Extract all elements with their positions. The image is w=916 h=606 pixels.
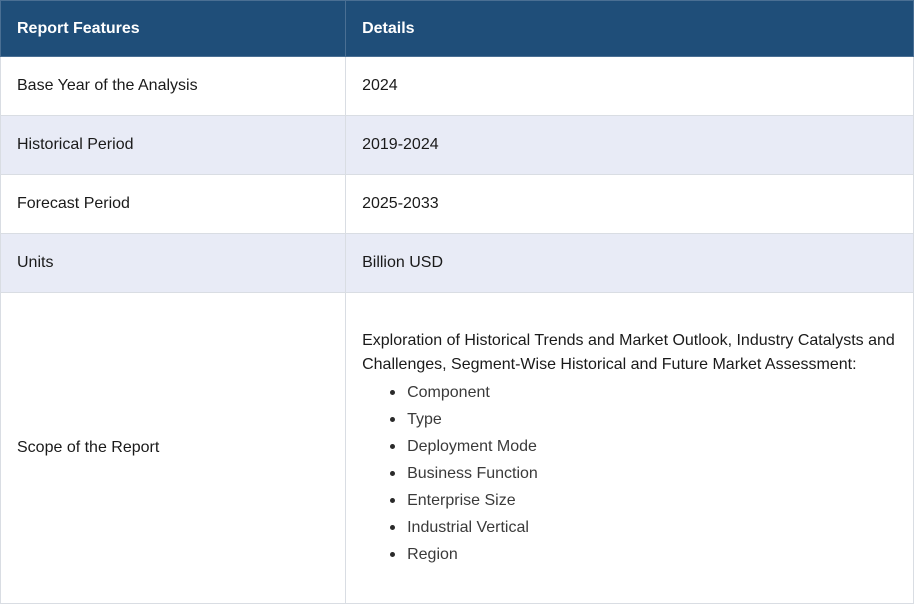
- list-item: Component: [390, 379, 897, 406]
- bullet-icon: [390, 524, 396, 530]
- list-item-label: Region: [407, 545, 458, 563]
- bullet-icon: [390, 416, 396, 422]
- bullet-icon: [390, 389, 396, 395]
- row-feature-cell: Units: [0, 233, 347, 293]
- row-feature-cell: Forecast Period: [0, 174, 347, 234]
- row-details-cell: 2019-2024: [345, 115, 914, 175]
- list-item-label: Enterprise Size: [407, 491, 516, 509]
- bullet-icon: [390, 551, 396, 557]
- list-item-label: Component: [407, 383, 490, 401]
- list-item: Enterprise Size: [390, 487, 897, 514]
- row-details-cell: 2024: [345, 56, 914, 116]
- row-details-cell: Billion USD: [345, 233, 914, 293]
- table-row-scope: Scope of the Report Exploration of Histo…: [0, 292, 914, 604]
- scope-description: Exploration of Historical Trends and Mar…: [362, 331, 895, 373]
- header-report-features: Report Features: [0, 0, 347, 57]
- bullet-icon: [390, 443, 396, 449]
- table-header-row: Report Features Details: [0, 0, 914, 57]
- header-details: Details: [345, 0, 914, 57]
- list-item: Deployment Mode: [390, 433, 897, 460]
- scope-feature-cell: Scope of the Report: [0, 292, 347, 604]
- row-feature-cell: Base Year of the Analysis: [0, 56, 347, 116]
- list-item: Type: [390, 406, 897, 433]
- list-item: Industrial Vertical: [390, 514, 897, 541]
- table-row: Forecast Period 2025-2033: [0, 174, 914, 234]
- scope-details-cell: Exploration of Historical Trends and Mar…: [345, 292, 914, 604]
- table-row: Historical Period 2019-2024: [0, 115, 914, 175]
- list-item: Business Function: [390, 460, 897, 487]
- list-item-label: Deployment Mode: [407, 437, 537, 455]
- row-details-cell: 2025-2033: [345, 174, 914, 234]
- bullet-icon: [390, 497, 396, 503]
- list-item-label: Industrial Vertical: [407, 518, 529, 536]
- scope-segment-list: Component Type Deployment Mode Business …: [362, 379, 897, 568]
- bullet-icon: [390, 470, 396, 476]
- table-row: Units Billion USD: [0, 233, 914, 293]
- list-item-label: Business Function: [407, 464, 538, 482]
- table-row: Base Year of the Analysis 2024: [0, 56, 914, 116]
- list-item: Region: [390, 541, 897, 568]
- list-item-label: Type: [407, 410, 442, 428]
- row-feature-cell: Historical Period: [0, 115, 347, 175]
